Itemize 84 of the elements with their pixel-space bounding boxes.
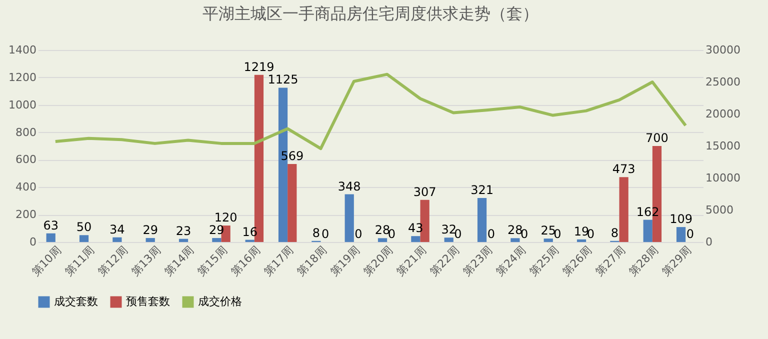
bar bbox=[643, 220, 652, 242]
data-label: 109 bbox=[670, 212, 692, 226]
data-label: 321 bbox=[470, 182, 494, 197]
y2-tick-label: 15000 bbox=[706, 140, 740, 152]
data-label: 0 bbox=[487, 227, 495, 241]
x-tick-label: 第14周 bbox=[162, 244, 197, 278]
bar bbox=[411, 236, 420, 242]
bar bbox=[288, 164, 297, 242]
x-tick-label: 第25周 bbox=[526, 244, 562, 278]
x-tick-label: 第24周 bbox=[494, 244, 528, 278]
legend-label: 成交套数 bbox=[54, 295, 98, 308]
data-label: 23 bbox=[176, 224, 192, 238]
bar bbox=[46, 233, 56, 242]
x-tick-label: 第19周 bbox=[328, 244, 362, 278]
chart-title: 平湖主城区一手商品房住宅周度供求走势（套） bbox=[202, 4, 538, 23]
data-label: 34 bbox=[110, 222, 125, 236]
data-label: 0 bbox=[454, 227, 462, 241]
bar bbox=[79, 235, 89, 242]
data-label: 307 bbox=[413, 184, 436, 199]
y-tick-label: 1200 bbox=[8, 70, 36, 84]
bar bbox=[146, 238, 155, 242]
y2-tick-label: 30000 bbox=[706, 44, 740, 56]
data-label: 700 bbox=[646, 131, 668, 145]
x-tick-label: 第22周 bbox=[427, 244, 462, 278]
y-tick-label: 800 bbox=[16, 126, 36, 139]
x-tick-label: 第26周 bbox=[560, 244, 595, 278]
y2-tick-label: 20000 bbox=[706, 108, 740, 120]
data-label: 0 bbox=[321, 227, 330, 241]
data-label: 348 bbox=[338, 179, 361, 194]
data-label: 0 bbox=[686, 227, 694, 241]
x-tick-label: 第16周 bbox=[228, 244, 263, 278]
x-tick-label: 第28周 bbox=[626, 244, 661, 278]
bar bbox=[112, 237, 122, 242]
data-label: 1219 bbox=[244, 60, 274, 74]
y2-tick-label: 0 bbox=[706, 236, 712, 248]
x-tick-label: 第23周 bbox=[460, 244, 496, 278]
data-label: 19 bbox=[574, 224, 590, 238]
bar bbox=[444, 238, 454, 242]
x-tick-label: 第13周 bbox=[128, 244, 164, 278]
y-tick-label: 600 bbox=[16, 153, 36, 166]
x-tick-label: 第18周 bbox=[294, 244, 330, 278]
data-label: 0 bbox=[586, 227, 594, 241]
y-tick-label: 0 bbox=[30, 236, 36, 248]
y-tick-label: 1400 bbox=[8, 44, 36, 56]
bar bbox=[544, 238, 553, 242]
data-label: 8 bbox=[312, 226, 320, 240]
bar bbox=[510, 238, 520, 242]
data-label: 29 bbox=[142, 223, 158, 238]
data-label: 1125 bbox=[268, 72, 298, 87]
x-tick-label: 第11周 bbox=[62, 244, 98, 278]
x-tick-label: 第15周 bbox=[195, 244, 230, 278]
bar bbox=[212, 238, 222, 242]
legend-label: 成交价格 bbox=[198, 295, 242, 308]
y-tick-label: 400 bbox=[16, 180, 36, 194]
data-label: 8 bbox=[610, 226, 619, 240]
legend-label: 预售套数 bbox=[126, 295, 170, 308]
y2-tick-label: 25000 bbox=[706, 76, 740, 88]
x-tick-label: 第21周 bbox=[394, 244, 429, 278]
y-tick-label: 1000 bbox=[8, 98, 36, 112]
data-label: 0 bbox=[388, 227, 396, 241]
bar bbox=[619, 177, 628, 242]
bar bbox=[178, 238, 188, 242]
data-label: 120 bbox=[214, 210, 238, 225]
y2-tick-label: 10000 bbox=[706, 172, 740, 184]
data-label: 0 bbox=[554, 227, 562, 241]
y-tick-label: 200 bbox=[16, 208, 36, 222]
bar bbox=[344, 194, 354, 242]
line-series bbox=[54, 72, 688, 150]
x-tick-label: 第17周 bbox=[261, 244, 296, 278]
x-tick-label: 第12周 bbox=[96, 244, 130, 278]
data-label: 25 bbox=[540, 224, 556, 238]
data-label: 0 bbox=[354, 227, 362, 241]
x-tick-label: 第29周 bbox=[659, 244, 694, 278]
bar bbox=[378, 238, 388, 242]
x-tick-label: 第20周 bbox=[360, 244, 396, 278]
data-label: 63 bbox=[43, 218, 58, 232]
data-label: 50 bbox=[76, 220, 92, 234]
bar bbox=[477, 198, 487, 242]
x-tick-label: 第27周 bbox=[593, 244, 628, 278]
data-label: 473 bbox=[612, 162, 636, 176]
bar bbox=[676, 227, 686, 242]
data-label: 32 bbox=[441, 222, 456, 237]
y2-tick-label: 5000 bbox=[706, 204, 734, 216]
bar bbox=[576, 239, 586, 242]
